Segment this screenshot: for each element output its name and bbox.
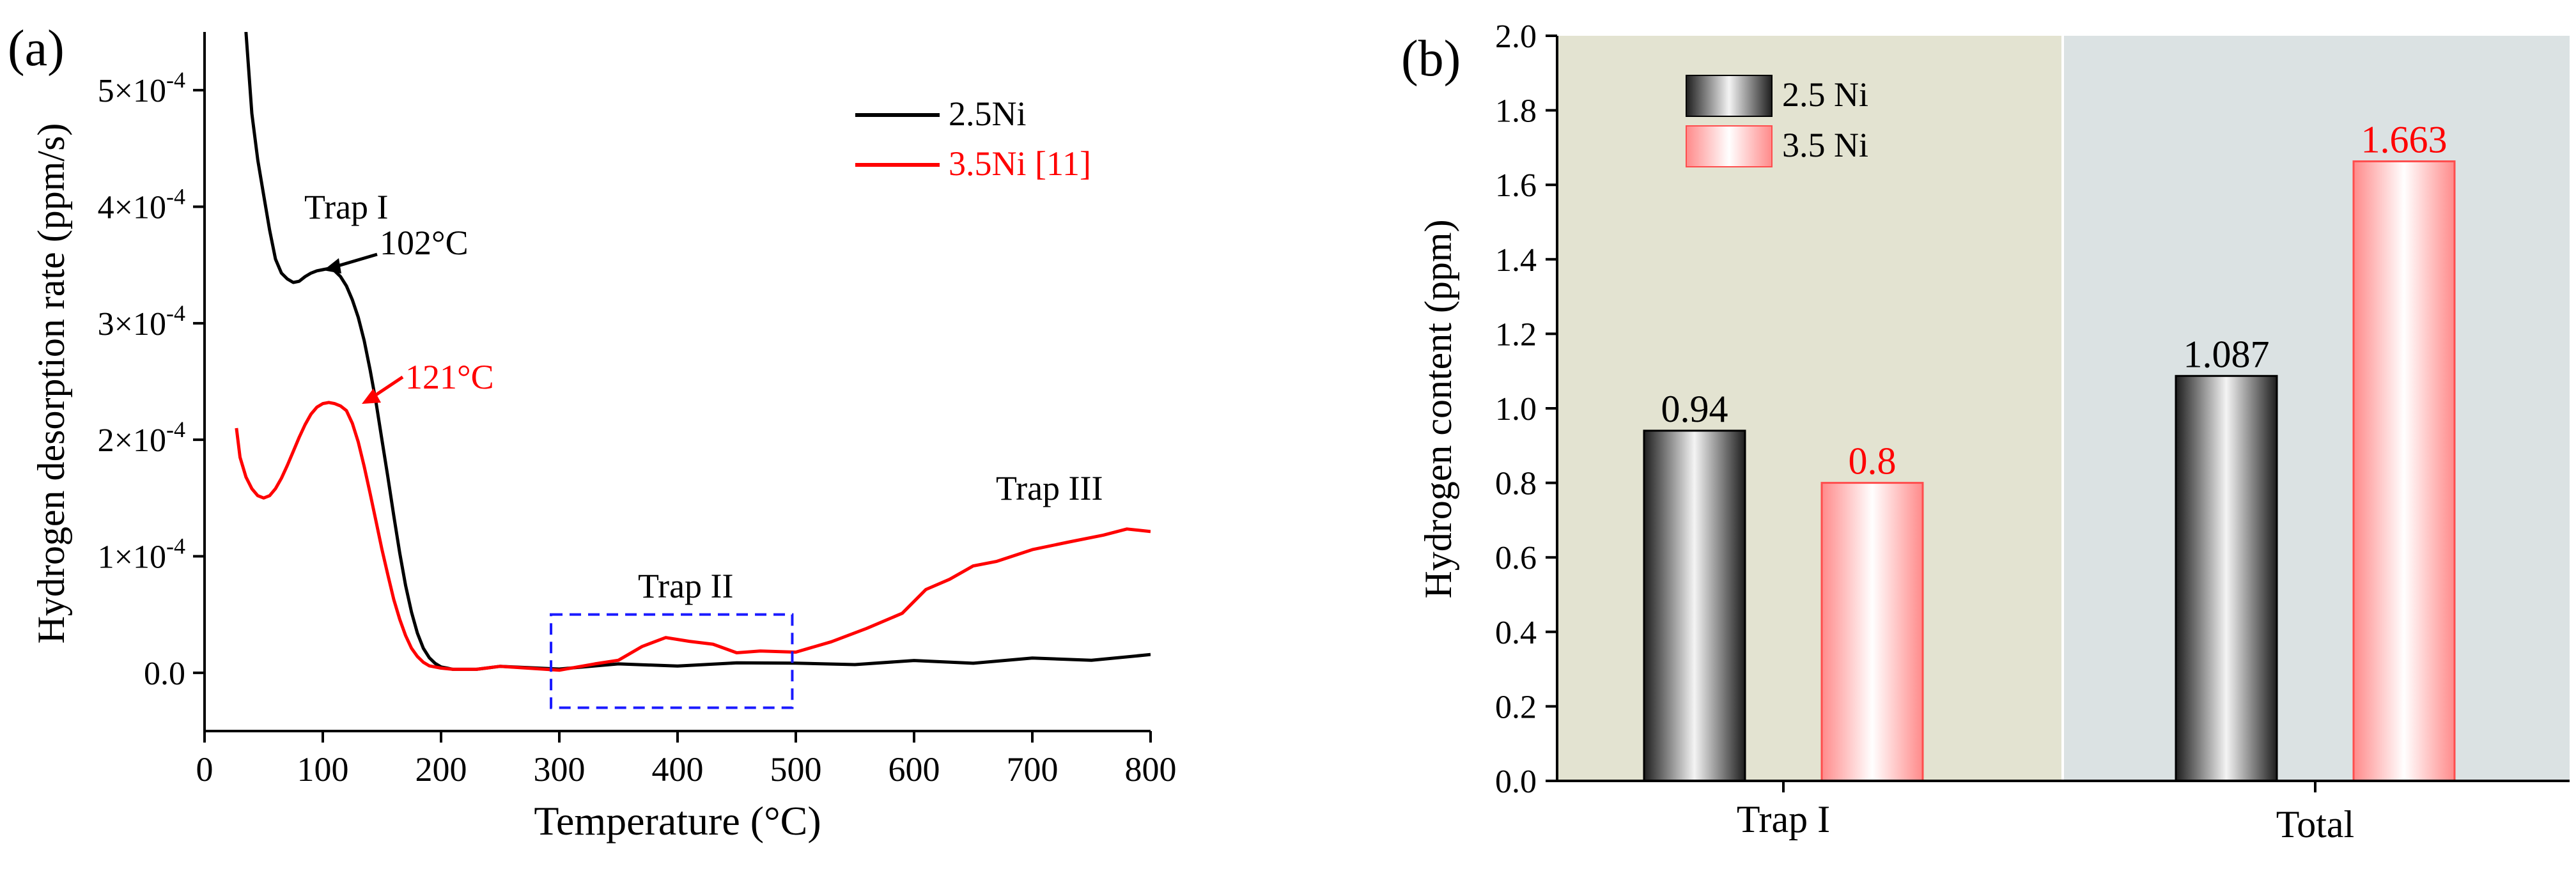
b-y-tick-label-3: 0.6 (1495, 540, 1537, 576)
arrow-121c-head (362, 389, 381, 404)
value-label-3.5-ni-total: 1.663 (2361, 118, 2448, 160)
annotation-121c: 121°C (405, 358, 494, 396)
bar-2.5-ni-trap (1643, 429, 1746, 782)
panel-a-line-chart: (a) 0 100 200 300 400 500 600 700 800 0.0 1×10-4 2… (8, 20, 1177, 844)
x-tick-label-600: 600 (888, 750, 940, 789)
bar-3.5-ni-trap (1820, 482, 1924, 782)
x-label-trap-i: Trap Ι (1737, 798, 1830, 840)
b-y-tick-label-0: 0.0 (1495, 764, 1537, 800)
legend-swatch-2.5ni (1686, 75, 1773, 117)
b-y-tick-label-2: 0.4 (1495, 615, 1537, 651)
b-y-tick-label-7: 1.4 (1495, 242, 1537, 279)
trap-ii-highlight-box (550, 613, 794, 709)
legend-label-3.5-ni: 3.5 Ni (1782, 126, 1868, 164)
total-region-background (2063, 36, 2570, 781)
arrow-102c-head (323, 258, 341, 274)
panel-b-bars-group (1643, 160, 2456, 782)
annotation-trap-iii: Trap III (996, 469, 1103, 507)
series-line-3.5ni-11 (235, 401, 1151, 672)
y-tick-label-1: 1×10-4 (98, 534, 185, 576)
panel-b-value-labels: 0.94 1.087 0.8 1.663 (1661, 118, 2448, 482)
panel-a-x-axis-label: Temperature (°C) (534, 798, 821, 844)
x-tick-label-400: 400 (652, 750, 704, 789)
legend-label-2.5-ni: 2.5 Ni (1782, 75, 1868, 114)
bar-2.5-ni-total (2175, 374, 2278, 782)
legend-label-2.5ni: 2.5Ni (949, 95, 1027, 133)
panel-b-y-ticks: 0.0 0.2 0.4 0.6 0.8 1.0 1.2 1.4 1.6 1.8 2.0 (1495, 19, 1557, 800)
value-label-3.5-ni-trap: 0.8 (1849, 440, 1897, 482)
panel-b-x-ticks (1782, 781, 2316, 792)
panel-a-axis-frame (203, 32, 1151, 732)
x-tick-label-800: 800 (1125, 750, 1177, 789)
b-y-tick-label-8: 1.6 (1495, 167, 1537, 204)
annotation-trap-ii: Trap II (638, 567, 734, 605)
panel-b-y-axis-label: Hydrogen content (ppm) (1417, 219, 1459, 598)
legend-swatch-3.5ni (1686, 125, 1773, 167)
b-y-tick-label-5: 1.0 (1495, 391, 1537, 428)
trap-region-background (1557, 36, 2063, 781)
b-y-tick-label-6: 1.2 (1495, 316, 1537, 353)
panel-b-label: (b) (1401, 31, 1461, 87)
arrow-102c (333, 252, 378, 269)
y-tick-label-2: 2×10-4 (98, 417, 185, 459)
panel-a-y-ticks: 0.0 1×10-4 2×10-4 3×10-4 4×10-4 5×10-4 (98, 67, 205, 692)
x-tick-label-500: 500 (770, 750, 822, 789)
b-y-tick-label-4: 0.8 (1495, 466, 1537, 502)
annotation-102c: 102°C (380, 224, 469, 262)
value-label-2.5-ni-trap: 0.94 (1661, 388, 1728, 430)
panel-a-series-group (235, 32, 1151, 672)
b-y-tick-label-1: 0.2 (1495, 689, 1537, 725)
panel-b-bar-chart: (b) 0.94 1.087 0.8 1.663 0.0 0.2 0.4 0.6 0.8 1.0… (1401, 19, 2570, 845)
x-tick-label-700: 700 (1007, 750, 1059, 789)
panel-a-y-axis-label: Hydrogen desorption rate (ppm/s) (30, 123, 72, 644)
y-tick-label-4: 4×10-4 (98, 184, 185, 226)
panel-a-label: (a) (8, 20, 65, 77)
arrow-121c (371, 375, 404, 399)
y-tick-label-0: 0.0 (144, 656, 185, 692)
x-tick-label-300: 300 (534, 750, 586, 789)
y-tick-label-3: 3×10-4 (98, 300, 185, 343)
panel-b-legend: 2.5 Ni 3.5 Ni (1686, 75, 1868, 167)
panel-a-legend: 2.5Ni 3.5Ni [11] (855, 95, 1091, 183)
annotation-trap-i: Trap I (304, 188, 389, 226)
panel-a-x-ticks: 0 100 200 300 400 500 600 700 800 (196, 731, 1177, 789)
legend-label-3.5ni: 3.5Ni [11] (949, 144, 1091, 183)
x-tick-label-100: 100 (297, 750, 349, 789)
value-label-2.5-ni-total: 1.087 (2184, 333, 2270, 375)
x-tick-label-0: 0 (196, 750, 213, 789)
b-y-tick-label-10: 2.0 (1495, 19, 1537, 55)
b-y-tick-label-9: 1.8 (1495, 93, 1537, 130)
y-tick-label-5: 5×10-4 (98, 67, 185, 109)
x-tick-label-200: 200 (415, 750, 467, 789)
series-line-2.5ni (244, 32, 1151, 671)
bar-3.5-ni-total (2352, 160, 2456, 782)
x-label-total: Total (2276, 803, 2354, 845)
